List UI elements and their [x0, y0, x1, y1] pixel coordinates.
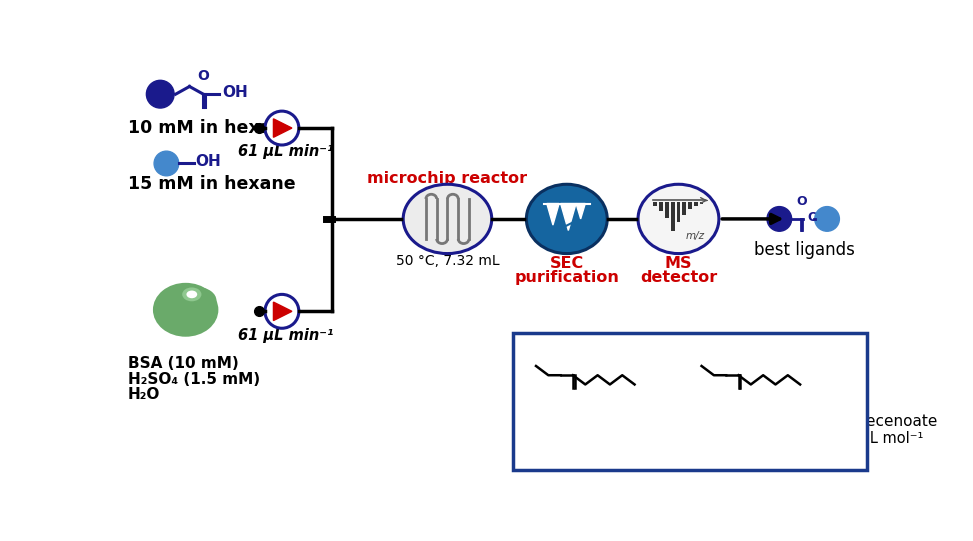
Circle shape [146, 80, 174, 108]
Bar [676, 202, 680, 222]
Ellipse shape [403, 184, 491, 254]
Text: m/z: m/z [686, 231, 705, 241]
Text: H₂SO₄ (1.5 mM): H₂SO₄ (1.5 mM) [127, 372, 260, 387]
Ellipse shape [638, 184, 719, 254]
Bar [682, 202, 686, 215]
Text: OH: OH [222, 85, 247, 100]
Ellipse shape [153, 283, 218, 337]
Text: O: O [734, 392, 744, 405]
Bar [665, 202, 668, 218]
Bar [660, 202, 663, 211]
Text: BSA (10 mM): BSA (10 mM) [127, 356, 238, 371]
Circle shape [767, 207, 792, 231]
Text: 61 μL min⁻¹: 61 μL min⁻¹ [238, 328, 334, 344]
Bar [670, 202, 674, 231]
Polygon shape [560, 203, 576, 230]
Polygon shape [576, 203, 586, 219]
Bar [688, 202, 692, 209]
FancyBboxPatch shape [513, 333, 867, 470]
Text: OH: OH [196, 154, 222, 169]
Text: O: O [568, 392, 579, 405]
Circle shape [154, 151, 179, 176]
Text: 43: 43 [759, 414, 780, 429]
Text: , ethyl palmitate: , ethyl palmitate [607, 414, 734, 429]
Text: SEC: SEC [550, 256, 584, 271]
Text: purification: purification [515, 270, 619, 285]
Text: O: O [722, 360, 733, 373]
Text: microchip reactor: microchip reactor [368, 171, 527, 187]
Text: Kᵇ = 4.95×10⁴ L mol⁻¹: Kᵇ = 4.95×10⁴ L mol⁻¹ [759, 431, 923, 446]
Ellipse shape [526, 184, 607, 254]
Text: 50 °C, 7.32 mL: 50 °C, 7.32 mL [396, 254, 499, 268]
Text: O: O [198, 69, 209, 83]
Text: 15 mM in hexane: 15 mM in hexane [127, 175, 296, 193]
Text: 61 μL min⁻¹: 61 μL min⁻¹ [238, 144, 334, 159]
Ellipse shape [182, 287, 201, 301]
Polygon shape [273, 119, 292, 137]
Ellipse shape [187, 291, 198, 298]
Text: $_{15}$: $_{15}$ [803, 380, 815, 393]
Text: detector: detector [640, 270, 717, 285]
Polygon shape [547, 203, 559, 225]
Text: $_{13}$: $_{13}$ [637, 380, 649, 393]
Text: , ethyl octadecenoate: , ethyl octadecenoate [770, 414, 937, 429]
Text: H₂O: H₂O [127, 387, 161, 402]
Text: O: O [557, 360, 566, 373]
Text: Kᵇ = 5.21×10⁴ L mol⁻¹: Kᵇ = 5.21×10⁴ L mol⁻¹ [596, 431, 761, 446]
Circle shape [265, 294, 299, 328]
Text: MS: MS [665, 256, 692, 271]
Polygon shape [273, 302, 292, 321]
Text: 42: 42 [596, 414, 618, 429]
Bar [654, 202, 658, 206]
Text: best ligands: best ligands [753, 241, 854, 259]
Circle shape [814, 207, 840, 231]
Text: 10 mM in hexane: 10 mM in hexane [127, 119, 296, 137]
Ellipse shape [178, 287, 216, 314]
Circle shape [265, 111, 299, 145]
Text: O: O [796, 195, 807, 208]
Bar [694, 202, 698, 206]
Bar [700, 202, 703, 204]
Text: O: O [807, 211, 817, 224]
